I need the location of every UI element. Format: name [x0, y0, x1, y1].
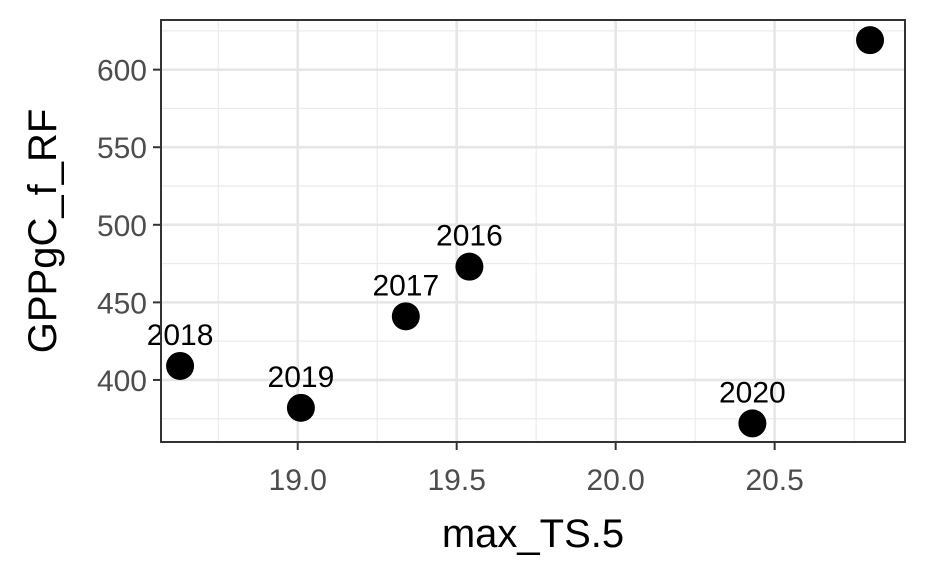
data-points [166, 26, 885, 438]
data-point [738, 409, 767, 438]
point-label: 2018 [147, 319, 214, 352]
x-axis-title: max_TS.5 [442, 512, 624, 556]
x-tick-label: 20.5 [745, 464, 803, 497]
y-tick-label: 450 [97, 287, 147, 320]
plot-panel [161, 20, 905, 442]
data-point [166, 351, 195, 380]
plot-border [160, 19, 906, 443]
point-labels: 2018 2019 2017 2016 2020 [147, 220, 786, 410]
x-tick-label: 19.5 [427, 464, 485, 497]
y-axis-ticks: 400 450 500 550 600 [97, 55, 161, 398]
y-tick-label: 600 [97, 55, 147, 88]
y-tick-label: 550 [97, 132, 147, 165]
x-axis-ticks: 19.0 19.5 20.0 20.5 [269, 442, 804, 497]
point-label: 2017 [372, 269, 439, 302]
x-tick-label: 19.0 [269, 464, 327, 497]
y-tick-label: 500 [97, 210, 147, 243]
minor-gridlines [161, 20, 905, 442]
data-point [856, 26, 885, 55]
y-axis-title: GPPgC_f_RF [21, 109, 65, 354]
data-point [455, 252, 484, 281]
data-point [391, 302, 420, 331]
point-label: 2020 [719, 376, 786, 409]
point-label: 2016 [436, 220, 503, 253]
data-point [286, 393, 315, 422]
major-gridlines [161, 20, 905, 442]
point-label: 2019 [268, 361, 335, 394]
x-tick-label: 20.0 [586, 464, 644, 497]
y-tick-label: 400 [97, 365, 147, 398]
